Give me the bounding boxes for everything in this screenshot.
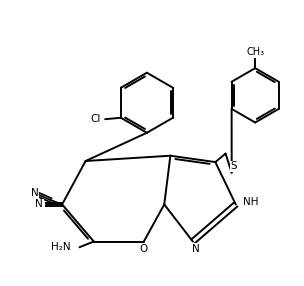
Text: N: N bbox=[35, 199, 43, 209]
Text: N: N bbox=[192, 244, 200, 254]
Text: NH: NH bbox=[243, 196, 258, 206]
Text: CH₃: CH₃ bbox=[246, 47, 264, 57]
Text: O: O bbox=[140, 244, 148, 254]
Text: H₂N: H₂N bbox=[51, 242, 71, 252]
Text: S: S bbox=[231, 161, 237, 171]
Text: Cl: Cl bbox=[91, 114, 101, 124]
Text: N: N bbox=[31, 188, 39, 198]
